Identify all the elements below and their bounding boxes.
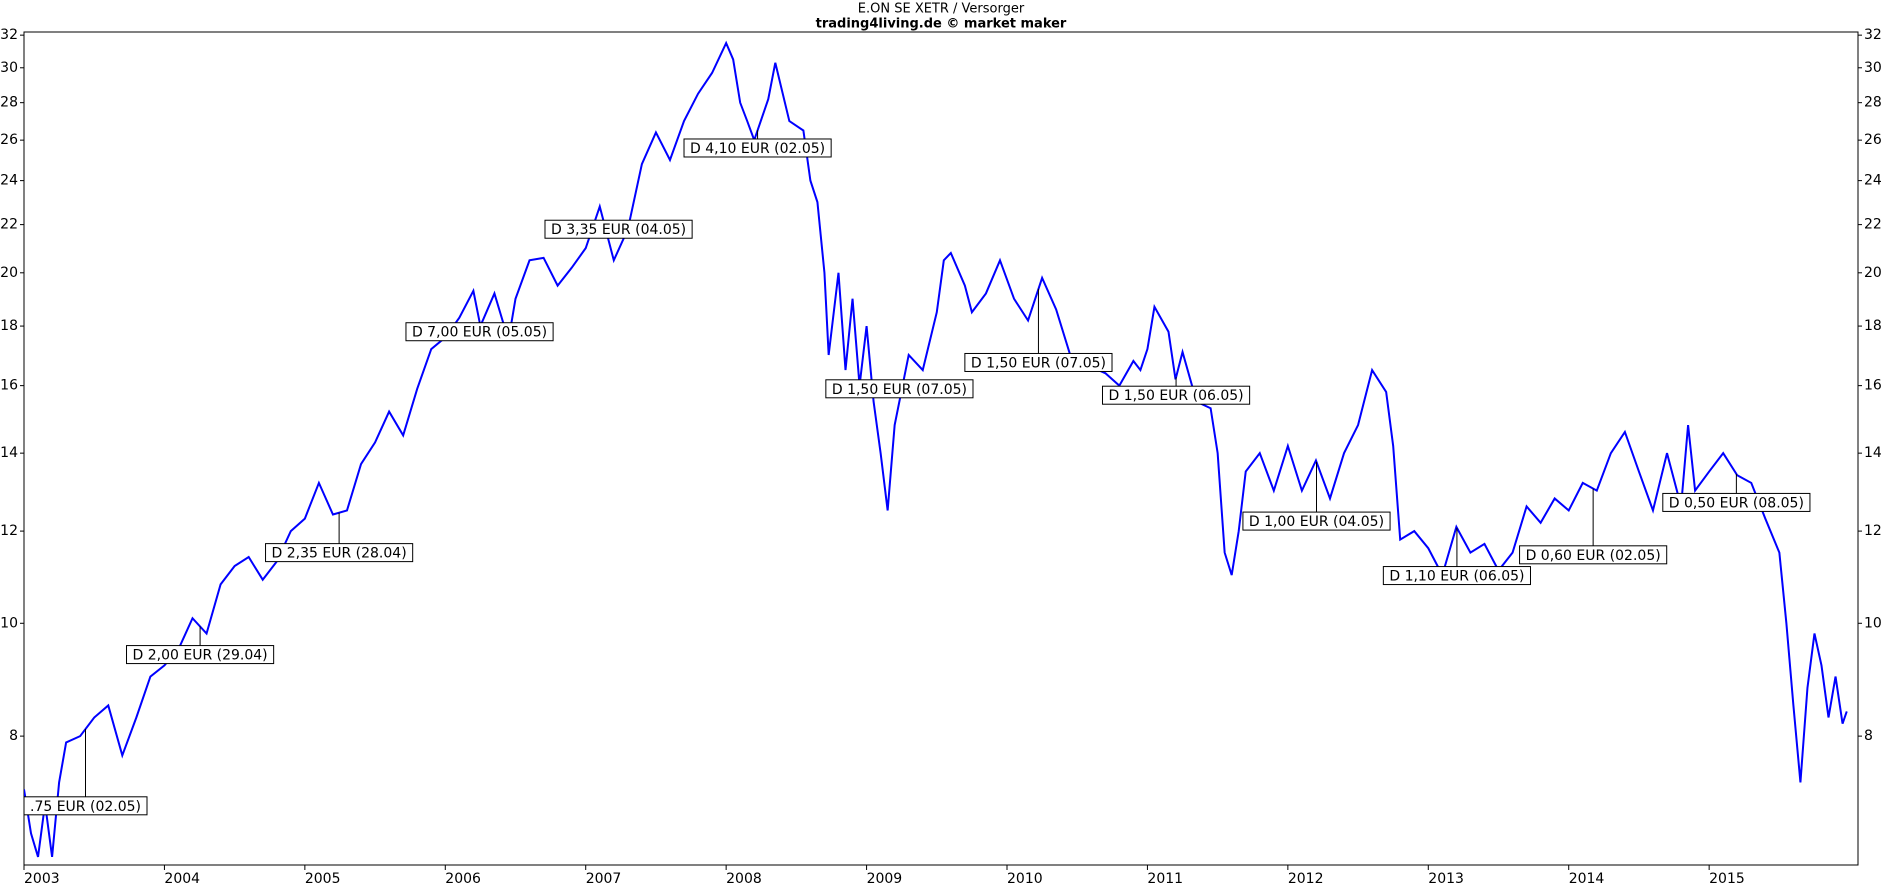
y-tick-label: 22 — [0, 217, 18, 233]
x-tick-label: 2003 — [24, 871, 60, 887]
x-tick-label: 2013 — [1428, 871, 1464, 887]
annotations: .75 EUR (02.05) D 2,00 EUR (29.04) D 2,35 … — [24, 130, 1811, 816]
y2-tick-label: 26 — [1864, 132, 1882, 148]
x-tick-label: 2006 — [445, 871, 481, 887]
chart-title: E.ON SE XETR / Versorger — [858, 2, 1025, 17]
y-tick-label: 20 — [0, 265, 18, 281]
y-tick-label: 12 — [0, 523, 18, 539]
y-tick-label: 10 — [0, 615, 18, 631]
annotation-label: D 1,10 EUR (06.05) — [1389, 569, 1524, 585]
y-tick-label: 32 — [0, 27, 18, 43]
y-tick-label: 16 — [0, 378, 18, 394]
y2-tick-label: 30 — [1864, 60, 1882, 76]
annotation-label: D 0,60 EUR (02.05) — [1526, 548, 1661, 564]
x-tick-label: 2015 — [1709, 871, 1745, 887]
x-tick-label: 2004 — [164, 871, 200, 887]
annotation-box — [544, 219, 693, 239]
x-tick-label: 2010 — [1007, 871, 1043, 887]
y2-tick-label: 22 — [1864, 217, 1882, 233]
annotation-label: D 0,50 EUR (08.05) — [1669, 495, 1804, 511]
y-tick-label: 18 — [0, 318, 18, 334]
y-tick-label: 24 — [0, 173, 18, 189]
y2-tick-label: 12 — [1864, 523, 1882, 539]
x-tick-label: 2009 — [867, 871, 903, 887]
y-tick-label: 26 — [0, 132, 18, 148]
x-tick-label: 2007 — [586, 871, 622, 887]
x-tick-label: 2012 — [1288, 871, 1324, 887]
annotation-box — [825, 379, 974, 399]
y-tick-label: 30 — [0, 60, 18, 76]
y2-tick-label: 20 — [1864, 265, 1882, 281]
y2-tick-label: 28 — [1864, 95, 1882, 111]
annotation-label: D 4,10 EUR (02.05) — [690, 141, 825, 157]
annotation-label: D 1,50 EUR (07.05) — [971, 355, 1106, 371]
plot-frame — [23, 31, 1859, 866]
y2-tick-label: 24 — [1864, 173, 1882, 189]
annotation-label: .75 EUR (02.05) — [30, 799, 141, 815]
y2-tick-label: 18 — [1864, 318, 1882, 334]
x-tick-label: 2011 — [1147, 871, 1183, 887]
y-tick-label: 28 — [0, 95, 18, 111]
chart-subtitle: trading4living.de © market maker — [816, 17, 1067, 32]
annotation-label: D 1,00 EUR (04.05) — [1249, 514, 1384, 530]
y2-tick-label: 8 — [1864, 728, 1873, 744]
x-tick-label: 2014 — [1569, 871, 1605, 887]
y2-tick-label: 16 — [1864, 378, 1882, 394]
x-tick-label: 2008 — [726, 871, 762, 887]
y-tick-label: 8 — [9, 728, 18, 744]
annotation-label: D 1,50 EUR (07.05) — [832, 382, 967, 398]
plot-area — [24, 40, 1848, 858]
price-line — [24, 40, 1848, 858]
y2-tick-label: 14 — [1864, 445, 1882, 461]
x-tick-label: 2005 — [305, 871, 341, 887]
annotation-label: D 2,35 EUR (28.04) — [272, 546, 407, 562]
annotation-label: D 1,50 EUR (06.05) — [1108, 388, 1243, 404]
y2-tick-label: 32 — [1864, 27, 1882, 43]
annotation-label: D 3,35 EUR (04.05) — [551, 222, 686, 238]
y2-tick-label: 10 — [1864, 615, 1882, 631]
annotation-label: D 2,00 EUR (29.04) — [133, 648, 268, 664]
y-tick-label: 14 — [0, 445, 18, 461]
annotation-label: D 7,00 EUR (05.05) — [412, 325, 547, 341]
